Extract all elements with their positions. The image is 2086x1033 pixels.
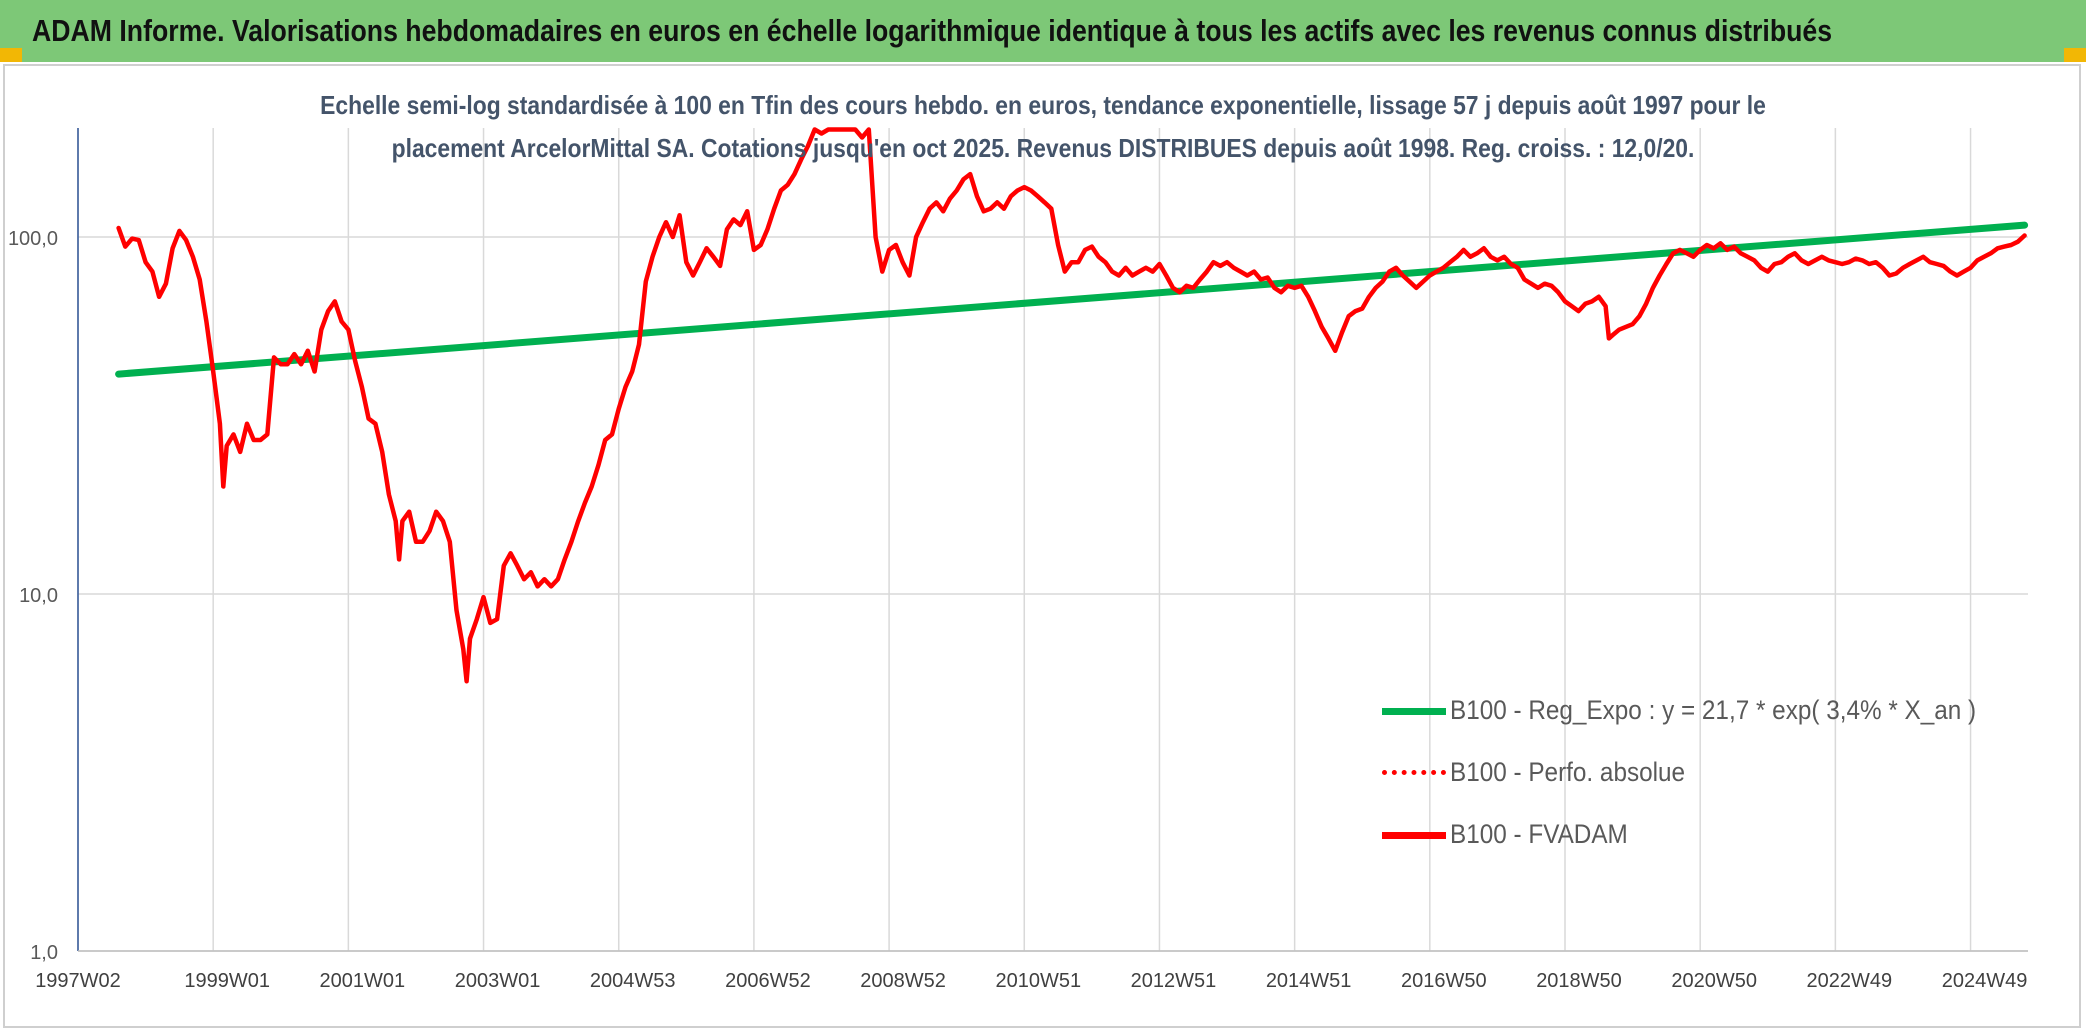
- y-tick-label: 100,0: [8, 228, 58, 250]
- x-tick-label: 2020W50: [1671, 970, 1757, 992]
- series-line-fvadam: [116, 127, 2027, 684]
- series: [115, 127, 2029, 684]
- x-tick-label: 2018W50: [1536, 970, 1622, 992]
- legend-swatch-green: [1382, 708, 1446, 715]
- x-tick-label: 2010W51: [995, 970, 1081, 992]
- x-tick-label: 2008W52: [860, 970, 946, 992]
- legend-label-perfo: B100 - Perfo. absolue: [1450, 757, 1686, 787]
- legend-swatch-dotted: [1382, 770, 1446, 775]
- x-tick-label: 2022W49: [1807, 970, 1893, 992]
- x-tick-label: 2004W53: [590, 970, 676, 992]
- y-tick-label: 10,0: [19, 585, 58, 607]
- page-title: ADAM Informe. Valorisations hebdomadaire…: [32, 13, 1833, 48]
- chart-subtitle-line-1: Echelle semi-log standardisée à 100 en T…: [320, 90, 1766, 120]
- corner-marker-left: [0, 48, 22, 62]
- x-tick-label: 2016W50: [1401, 970, 1487, 992]
- series-line-reg-expo: [115, 221, 2029, 378]
- chart-frame: [3, 64, 2081, 1028]
- legend-swatch-red: [1382, 832, 1446, 839]
- x-tick-label: 1997W02: [35, 970, 121, 992]
- legend-label-fvadam: B100 - FVADAM: [1450, 819, 1628, 849]
- axes: 1,0 10,0 100,0 1997W02 1999W01 2001W01 2003W01…: [8, 128, 2028, 992]
- legend-label-reg-expo: B100 - Reg_Expo : y = 21,7 * exp( 3,4% *…: [1450, 695, 1977, 725]
- x-tick-label: 2014W51: [1266, 970, 1352, 992]
- title-banner: ADAM Informe. Valorisations hebdomadaire…: [0, 0, 2086, 62]
- x-tick-label: 2024W49: [1942, 970, 2028, 992]
- grid: [77, 128, 2028, 952]
- chart-subtitle-line-2: placement ArcelorMittal SA. Cotations ju…: [391, 133, 1695, 163]
- x-tick-label: 2003W01: [455, 970, 541, 992]
- x-tick-label: 1999W01: [184, 970, 270, 992]
- x-tick-label: 2006W52: [725, 970, 811, 992]
- x-tick-label: 2001W01: [320, 970, 406, 992]
- y-tick-label: 1,0: [30, 942, 58, 964]
- x-tick-label: 2012W51: [1131, 970, 1217, 992]
- corner-marker-right: [2064, 48, 2086, 62]
